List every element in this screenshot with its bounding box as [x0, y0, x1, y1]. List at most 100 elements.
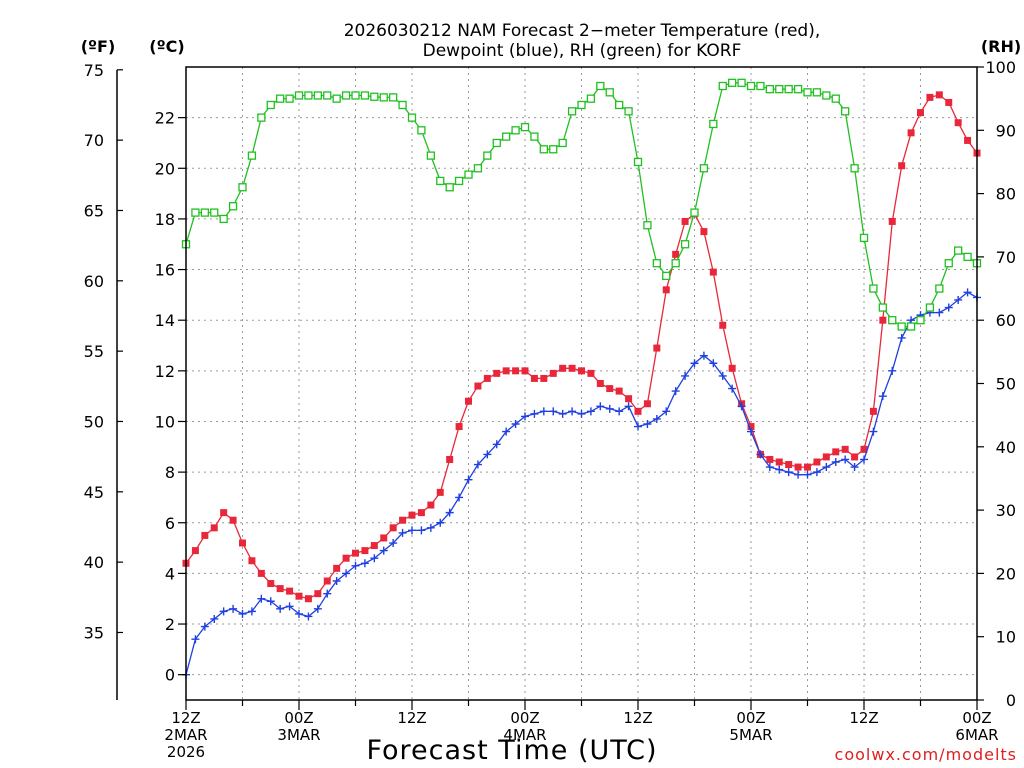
- rh-point: [888, 316, 897, 325]
- dewpoint-point: [634, 422, 642, 431]
- dewpoint-point: [568, 407, 577, 416]
- rh-point: [530, 132, 539, 141]
- dewpoint-point: [747, 427, 755, 436]
- rh-point: [709, 119, 718, 129]
- dewpoint-point: [370, 554, 379, 563]
- rh-point: [417, 126, 426, 135]
- temperature-point: [964, 136, 972, 144]
- rh-point: [200, 208, 209, 217]
- rh-point: [803, 88, 812, 97]
- rh-point: [822, 91, 831, 100]
- temperature-point: [813, 458, 821, 466]
- temperature-point: [521, 367, 529, 375]
- temperature-point: [907, 129, 915, 137]
- dewpoint-point: [247, 607, 256, 616]
- rh-point: [633, 157, 643, 167]
- celsius-tick-label: 4: [165, 564, 175, 583]
- dewpoint-point: [332, 576, 341, 585]
- rh-point: [605, 88, 614, 97]
- temperature-point: [804, 463, 811, 471]
- temperature-point: [229, 516, 237, 524]
- dewpoint-point: [831, 457, 840, 466]
- dewpoint-point: [586, 407, 595, 416]
- dewpoint-point: [266, 597, 275, 606]
- celsius-tick-label: 14: [155, 311, 175, 330]
- temperature-point: [248, 557, 256, 565]
- temperature-point: [615, 387, 623, 395]
- temperature-point: [380, 534, 388, 542]
- temperature-point: [606, 385, 614, 393]
- temperature-point: [295, 592, 303, 600]
- dewpoint-point: [464, 475, 473, 484]
- rh-point: [906, 322, 916, 331]
- temperature-point: [191, 547, 199, 555]
- temperature-point: [587, 369, 595, 377]
- rh-point: [511, 126, 520, 135]
- rh-tick-label: 0: [1006, 691, 1016, 710]
- dewpoint-point: [313, 604, 322, 613]
- temperature-point: [502, 367, 510, 375]
- temperature-point: [879, 316, 887, 324]
- celsius-tick-label: 2: [165, 615, 175, 634]
- rh-point: [370, 92, 379, 101]
- rh-point: [869, 284, 878, 293]
- fahrenheit-tick-label: 60: [84, 272, 104, 291]
- rh-point: [313, 91, 322, 100]
- rh-tick-label: 90: [996, 121, 1016, 140]
- dewpoint-point: [483, 450, 492, 459]
- dewpoint-point: [191, 635, 200, 644]
- dewpoint-point: [765, 463, 774, 472]
- rh-point: [539, 145, 548, 154]
- dewpoint-point: [737, 402, 746, 411]
- dewpoint-point: [539, 407, 548, 416]
- rh-point: [473, 164, 483, 173]
- temperature-point: [201, 531, 209, 539]
- rh-point: [426, 151, 435, 160]
- rh-point: [276, 94, 285, 103]
- axes-layer: 35 40 45 50 55 60 65 70 75 0 2 4 6 8 10 12 14 16 18 20 22 0 10…: [84, 58, 1016, 761]
- rh-point: [379, 93, 388, 102]
- dewpoint-point: [511, 420, 520, 429]
- temperature-point: [559, 364, 567, 372]
- rh-point: [775, 85, 784, 94]
- temperature-point: [935, 91, 943, 99]
- dewpoint-point: [662, 407, 671, 416]
- rh-point: [294, 91, 304, 100]
- dewpoint-point: [558, 409, 567, 418]
- temperature-point: [672, 250, 680, 258]
- temperature-point: [794, 463, 802, 471]
- rh-point: [549, 145, 558, 154]
- temperature-point: [851, 453, 859, 461]
- celsius-tick-label: 18: [155, 210, 175, 229]
- rh-point: [341, 91, 351, 100]
- rh-point: [323, 91, 332, 100]
- dewpoint-point: [577, 409, 586, 418]
- dewpoint-point: [728, 384, 737, 393]
- temperature-point: [888, 217, 896, 225]
- rh-point: [266, 100, 275, 110]
- temperature-point: [625, 395, 633, 403]
- rh-point: [671, 259, 680, 268]
- rh-point: [558, 138, 567, 148]
- temperature-point: [493, 369, 501, 377]
- rh-point: [916, 316, 925, 325]
- temperature-point: [785, 461, 793, 469]
- temperature-point: [465, 397, 472, 405]
- temperature-point: [860, 445, 868, 453]
- dewpoint-point: [775, 465, 784, 474]
- temperature-point: [276, 585, 284, 593]
- rh-tick-label: 20: [996, 564, 1016, 583]
- rh-point: [502, 132, 511, 141]
- x-tick-label: 00Z: [284, 709, 313, 727]
- celsius-unit-label: (ºC): [149, 37, 184, 56]
- rh-point: [483, 151, 492, 160]
- plot-frame: [185, 66, 978, 701]
- temperature-point: [719, 321, 727, 329]
- rh-tick-label: 40: [996, 438, 1016, 457]
- dewpoint-point: [794, 470, 803, 479]
- temperature-point: [210, 524, 218, 532]
- temperature-point: [267, 580, 275, 588]
- celsius-tick-label: 12: [155, 362, 175, 381]
- dewpoint-point: [351, 561, 360, 570]
- rh-point: [360, 91, 370, 100]
